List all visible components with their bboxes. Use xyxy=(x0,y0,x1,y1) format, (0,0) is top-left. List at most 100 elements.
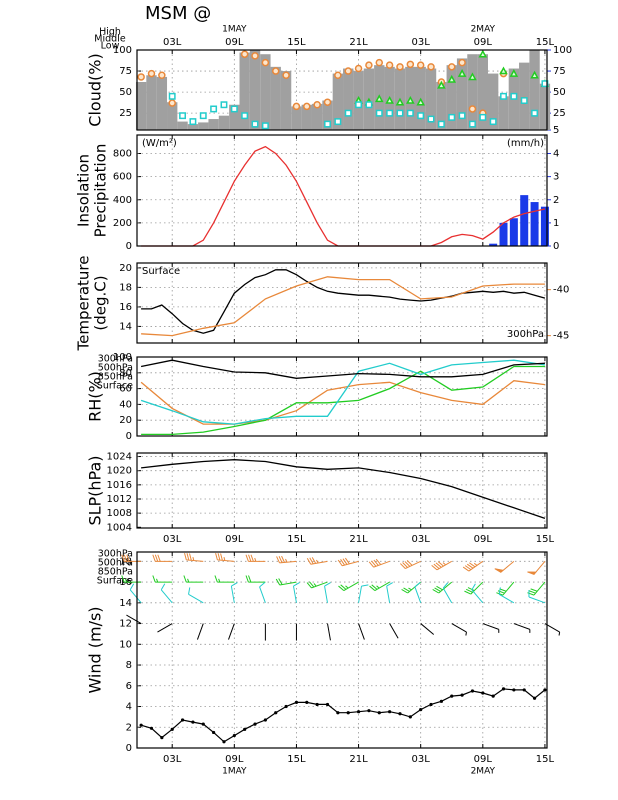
wind-speed-dot xyxy=(160,736,164,740)
y-tick-label: 20 xyxy=(119,263,132,274)
x-tick-label: 03L xyxy=(412,37,431,48)
low-marker xyxy=(179,112,187,120)
high-marker xyxy=(168,99,176,107)
y2-unit: (mm/h) xyxy=(507,138,544,149)
wind-barb xyxy=(432,581,453,594)
high-marker xyxy=(365,61,373,69)
y-axis-label: Precipitation xyxy=(92,144,110,238)
series-line xyxy=(141,269,546,334)
y-axis-label: (deg.C) xyxy=(92,275,110,330)
wind-barb xyxy=(399,560,421,569)
y-tick-label: 75 xyxy=(119,66,132,77)
wind-barb xyxy=(188,587,204,604)
wind-barb xyxy=(121,575,142,583)
wind-speed-dot xyxy=(522,688,526,692)
low-marker xyxy=(520,97,528,104)
cloud-bar xyxy=(260,54,271,130)
cloud-bar xyxy=(311,103,323,130)
low-marker xyxy=(168,92,176,100)
wind-barb xyxy=(196,623,204,640)
x-tick-label: 15L xyxy=(536,534,555,545)
panel-frame xyxy=(136,262,548,344)
low-marker xyxy=(417,112,425,120)
y-axis-label: SLP(hPa) xyxy=(86,455,105,525)
cloud-bar xyxy=(198,122,209,130)
wind-barb xyxy=(358,584,369,603)
x-tick-label: 09L xyxy=(225,37,244,48)
cloud-bar xyxy=(229,104,240,130)
y-tick-label: 800 xyxy=(113,149,132,160)
panel-frame xyxy=(136,356,548,437)
legend-label: Surface xyxy=(97,381,133,392)
low-marker xyxy=(396,109,404,117)
wind-speed-dot xyxy=(139,723,143,727)
x-tick-label: 15L xyxy=(287,534,306,545)
x-tick-label: 03L xyxy=(163,37,182,48)
middle-marker xyxy=(499,66,508,75)
low-marker xyxy=(365,101,373,109)
y-tick-label: 1016 xyxy=(107,480,132,491)
wind-barb xyxy=(152,554,173,562)
precip-bar xyxy=(499,222,508,246)
high-marker xyxy=(303,102,311,111)
date-label: 1MAY xyxy=(222,767,247,777)
wind-barb xyxy=(157,623,173,633)
cloud-bar xyxy=(208,119,219,130)
x-tick-label: 21L xyxy=(349,37,368,48)
wind-speed-dot xyxy=(170,727,174,731)
legend-label: 850hPa xyxy=(98,372,133,383)
legend-label: Low xyxy=(101,41,120,52)
wind-barb xyxy=(215,552,235,562)
y-axis-label: Cloud(%) xyxy=(86,53,105,126)
low-marker xyxy=(355,101,363,109)
high-marker xyxy=(240,50,249,58)
wind-speed-dot xyxy=(305,700,309,704)
y-tick-label: 1024 xyxy=(107,452,132,463)
low-marker xyxy=(230,105,238,113)
legend-label: 850hPa xyxy=(98,567,133,578)
wind-speed-dot xyxy=(419,708,423,712)
x-tick-label: 03L xyxy=(412,534,431,545)
x-tick-label: 15L xyxy=(287,37,306,48)
legend-label: 300hPa xyxy=(98,549,133,560)
wind-speed-dot xyxy=(408,715,412,719)
high-marker xyxy=(458,58,466,67)
wind-barb xyxy=(498,587,515,604)
low-marker xyxy=(251,120,259,128)
wind-speed-dot xyxy=(512,688,516,692)
high-marker xyxy=(313,100,321,109)
cloud-bar xyxy=(146,75,157,130)
panel-frame xyxy=(136,134,548,247)
low-marker xyxy=(437,120,445,128)
precip-bar xyxy=(520,195,529,246)
wind-barb xyxy=(152,575,173,583)
wind-barb xyxy=(214,575,235,583)
cloud-bar xyxy=(529,50,540,130)
y2-tick-label: 25 xyxy=(553,108,566,119)
x-tick-label: 09L xyxy=(474,754,493,765)
wind-speed-dot xyxy=(470,689,475,693)
wind-speed-dot xyxy=(191,720,195,724)
high-marker xyxy=(282,71,290,80)
low-marker xyxy=(541,80,549,88)
y-tick-label: 200 xyxy=(113,218,132,229)
y-axis-label: Temperature xyxy=(75,255,93,351)
y-tick-label: 400 xyxy=(113,195,132,206)
wind-speed-dot xyxy=(346,711,350,715)
cloud-bar xyxy=(487,73,499,130)
y2-tick-label: 100 xyxy=(553,45,572,56)
y2-tick-label: 4 xyxy=(553,149,559,160)
low-marker xyxy=(531,109,539,117)
y-tick-label: 50 xyxy=(119,87,132,98)
wind-barb xyxy=(528,590,546,604)
series-line xyxy=(140,359,545,425)
legend-label: Middle xyxy=(94,34,126,45)
cloud-bar xyxy=(343,68,354,130)
wind-barb xyxy=(327,623,331,641)
y-tick-label: 10 xyxy=(119,639,132,650)
wind-speed-dot xyxy=(336,711,340,715)
low-marker xyxy=(241,112,249,120)
cloud-bar xyxy=(291,106,302,130)
wind-barb xyxy=(160,583,173,604)
y-axis-label: Insolation xyxy=(75,154,93,227)
